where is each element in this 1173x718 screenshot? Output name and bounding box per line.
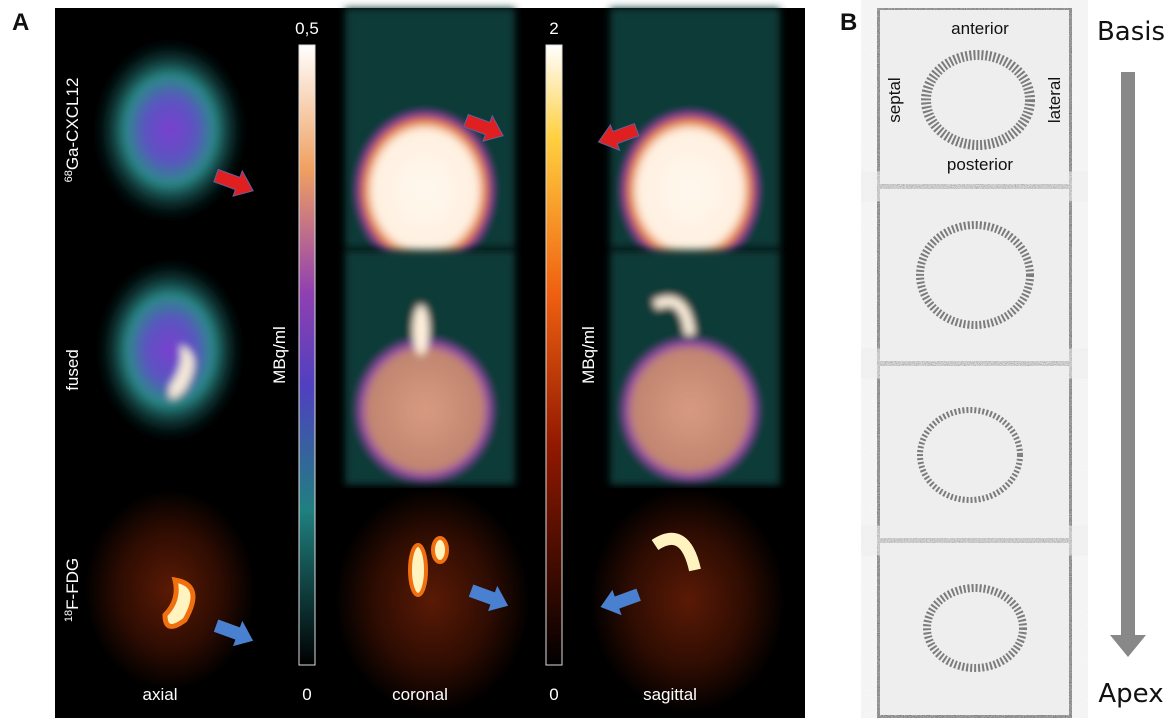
panel-label: A (12, 9, 29, 36)
column-label: axial (143, 685, 178, 704)
colorbar (546, 45, 562, 665)
direction-arrow-shaft (1121, 72, 1135, 637)
colorbar-unit: MBq/ml (270, 326, 289, 384)
colorbar-unit: MBq/ml (579, 326, 598, 384)
column-label: coronal (392, 685, 448, 704)
direction-arrow-head (1110, 635, 1146, 657)
row-label-text: F-FDG (63, 558, 82, 610)
orientation-label: posterior (947, 155, 1013, 174)
superscript: 18 (63, 610, 75, 622)
column-label: sagittal (643, 685, 697, 704)
row-label: fused (63, 349, 82, 391)
orientation-label: septal (885, 77, 904, 122)
figure: A 68Ga-CXCL12 fused 18F-FDG axial corona… (0, 0, 1173, 718)
colorbar-min: 0 (302, 685, 311, 704)
colorbar (299, 45, 315, 665)
panel-label: B (840, 9, 857, 36)
row-label: 68Ga-CXCL12 (63, 78, 82, 183)
start-label: Basis (1097, 17, 1165, 47)
row-label-text: Ga-CXCL12 (63, 78, 82, 171)
end-label: Apex (1098, 679, 1163, 709)
colorbar-max: 0,5 (295, 19, 319, 38)
page: A 68Ga-CXCL12 fused 18F-FDG axial corona… (0, 0, 1173, 718)
image-fdg (85, 488, 785, 713)
colorbar-max: 2 (549, 19, 558, 38)
orientation-label: anterior (951, 19, 1009, 38)
superscript: 68 (63, 170, 75, 182)
short-axis-slices (877, 8, 1072, 718)
colorbar-min: 0 (549, 685, 558, 704)
orientation-label: lateral (1045, 77, 1064, 123)
